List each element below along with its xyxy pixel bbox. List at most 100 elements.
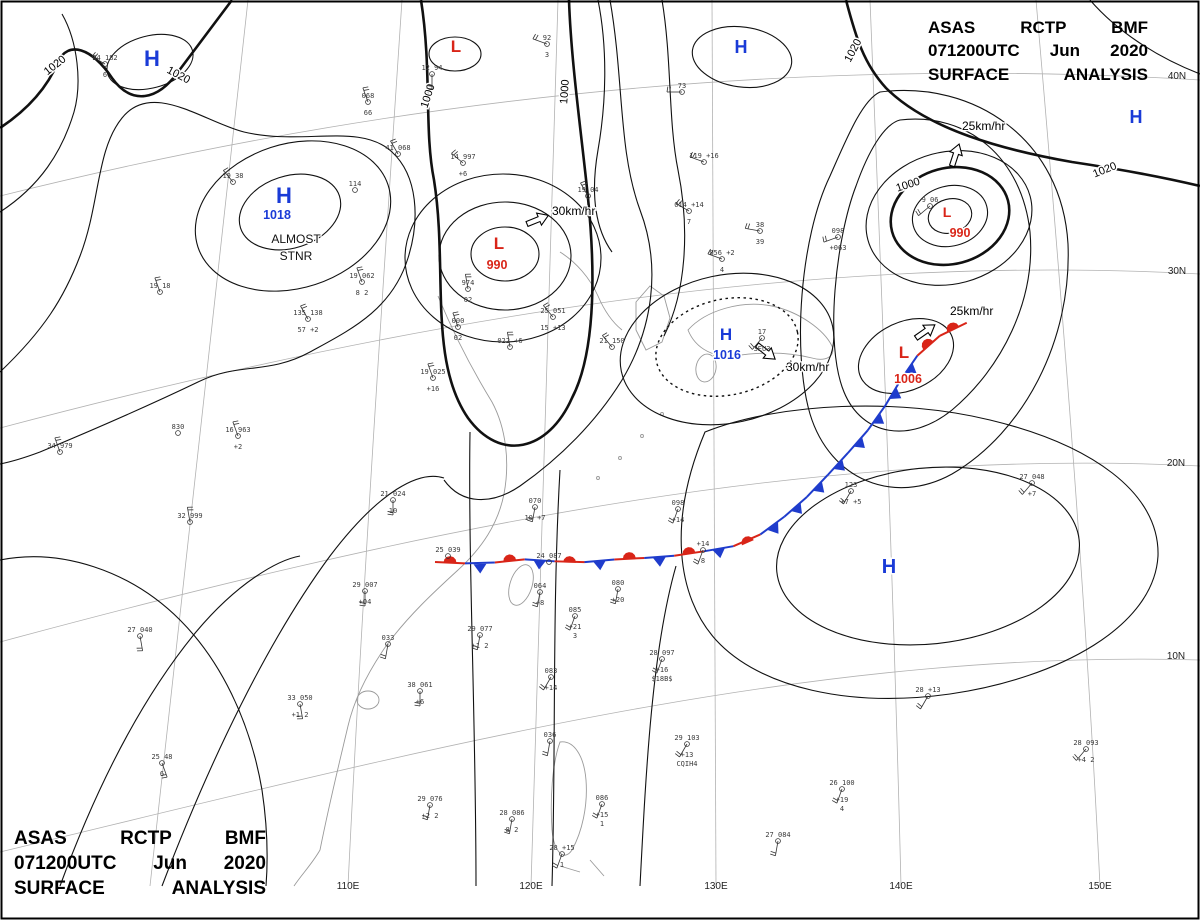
station-circle [719,256,725,262]
pressure-letter: H [882,556,896,578]
station-circle [297,701,303,707]
pressure-letter: H [276,183,292,208]
wind-barb [543,676,552,691]
pressure-letter: H [735,37,748,57]
wind-barb-feather [359,602,366,604]
station-value: 4 [840,805,844,813]
station-plot: 28 093 +4 2 [1072,739,1099,764]
station-value: 25 039 [435,546,460,554]
motion-speed-label: 25km/hr [962,119,1005,133]
cold-front-triangle [473,563,487,574]
wind-barb-feather [710,249,714,255]
wind-barb-feather [380,656,386,660]
station-plot: 34 979 [47,436,73,455]
cold-front-triangle [904,362,917,374]
wind-barb-feather [532,604,538,608]
station-value: 21 150 [599,337,624,345]
station-value: 1 [600,820,604,828]
wind-barb [223,170,234,183]
station-value: 28 +15 [549,844,574,852]
station-value: 086 [596,794,609,802]
isobar-label: 1000 [895,176,922,195]
motion-arrow-icon [948,143,963,168]
wind-barb [672,508,679,524]
latitude-label: 20N [1167,458,1185,469]
wind-barb [697,549,704,565]
wind-barb-feather [527,516,533,520]
station-plot: 033 [380,634,394,660]
wind-barb-feather [414,702,421,704]
wind-barb-feather [532,601,538,605]
station-plot: 830 [172,423,184,436]
wind-barb-feather [603,334,610,338]
station-plot: 119 +16 [689,151,719,165]
station-circle [1083,746,1089,752]
station-circle [507,344,513,350]
station-value: +8 [536,599,544,607]
station-value: 28 097 [649,649,674,657]
wind-barb-feather [91,51,96,57]
wind-barb-feather [453,151,458,156]
wind-barb [532,506,536,522]
coastlines [293,251,834,887]
station-value: 32 999 [177,512,202,520]
wind-barb [602,335,613,348]
pressure-value: 990 [487,258,508,272]
wind-barb-feather [675,198,680,204]
station-circle [686,208,692,214]
station-circle [157,289,163,295]
wind-barb-feather [155,278,162,281]
wind-barb-feather [822,236,825,243]
station-value: 29 076 [417,795,442,803]
station-plot: 29 007+04 [352,581,378,607]
station-value: +2 [234,443,242,451]
wind-barb [918,205,931,216]
station-circle [547,738,553,744]
wind-barb [139,635,143,651]
station-value: 26 100 [829,779,854,787]
front-layer [434,321,968,574]
pressure-letter: L [494,234,504,253]
wind-barb-feather [824,235,827,242]
station-value: CQIH4 [676,760,697,768]
station-value: +14 [545,684,558,692]
station-plot: 098 +14 [667,499,684,524]
pressure-note: ALMOST [271,232,321,246]
wind-barb [675,203,690,212]
longitude-label: 140E [889,881,913,892]
wind-barb-feather [692,152,696,158]
front-line-segment [847,429,869,454]
station-plot: 28 +13 [915,686,941,710]
wind-barb-feather [427,362,434,365]
station-plot: 24 087 [536,552,562,565]
wind-barb [547,740,551,756]
front-line-segment [884,379,902,407]
station-plot: 083 +14 [538,667,558,692]
station-value: 1 [560,861,564,869]
station-value: 085 [569,606,582,614]
station-circle [230,179,236,185]
wind-barb [451,153,464,164]
wind-barb [775,840,779,856]
station-value: 27 040 [127,626,152,634]
pressure-system-l: L [449,36,462,58]
pressure-letter: H [720,325,732,344]
station-value: 123 [845,481,858,489]
station-value: 080 [612,579,625,587]
station-plot: 17 3EU3 [748,328,770,353]
longitude-label: 150E [1088,881,1112,892]
station-plot: 32 999 [177,506,203,525]
station-plot: 92 3 [532,33,551,59]
cold-front-triangle [790,502,802,514]
front-line-segment [644,554,675,559]
wind-barb [507,332,511,348]
wind-barb-feather [674,753,680,758]
wind-barb-feather [422,817,428,821]
station-value: 098 [832,227,845,235]
station-circle [159,760,165,766]
title-block-top: ASAS RCTP BMF 071200UTC Jun 2020 SURFACE… [928,16,1148,86]
station-value: 92 [543,34,551,42]
pressure-system-h: H [143,45,162,73]
wind-barb [54,437,61,453]
